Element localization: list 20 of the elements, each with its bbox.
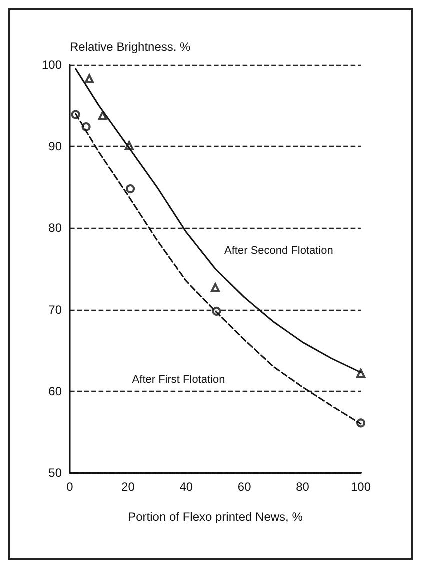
y-axis-title: Relative Brightness. % xyxy=(70,40,192,54)
annotation: After First Flotation xyxy=(132,374,226,386)
x-tick-label: 20 xyxy=(122,480,136,494)
x-tick-label: 40 xyxy=(180,480,194,494)
x-tick-label: 100 xyxy=(350,480,372,494)
point xyxy=(126,184,136,194)
y-tick-label: 50 xyxy=(48,466,62,480)
x-tick-label: 80 xyxy=(296,480,310,494)
x-tick-label: 0 xyxy=(66,480,74,494)
x-axis-title: Portion of Flexo printed News, % xyxy=(128,510,304,524)
x-tick-label: 60 xyxy=(238,480,252,494)
y-tick-label: 80 xyxy=(48,221,62,236)
y-tick-label: 100 xyxy=(42,58,62,72)
point xyxy=(211,283,220,292)
point xyxy=(98,111,108,120)
annotation: After Second Flotation xyxy=(224,245,334,258)
y-tick-label: 60 xyxy=(48,384,62,398)
point xyxy=(84,74,94,84)
y-tick-label: 90 xyxy=(48,140,62,154)
y-tick-label: 70 xyxy=(48,302,62,317)
